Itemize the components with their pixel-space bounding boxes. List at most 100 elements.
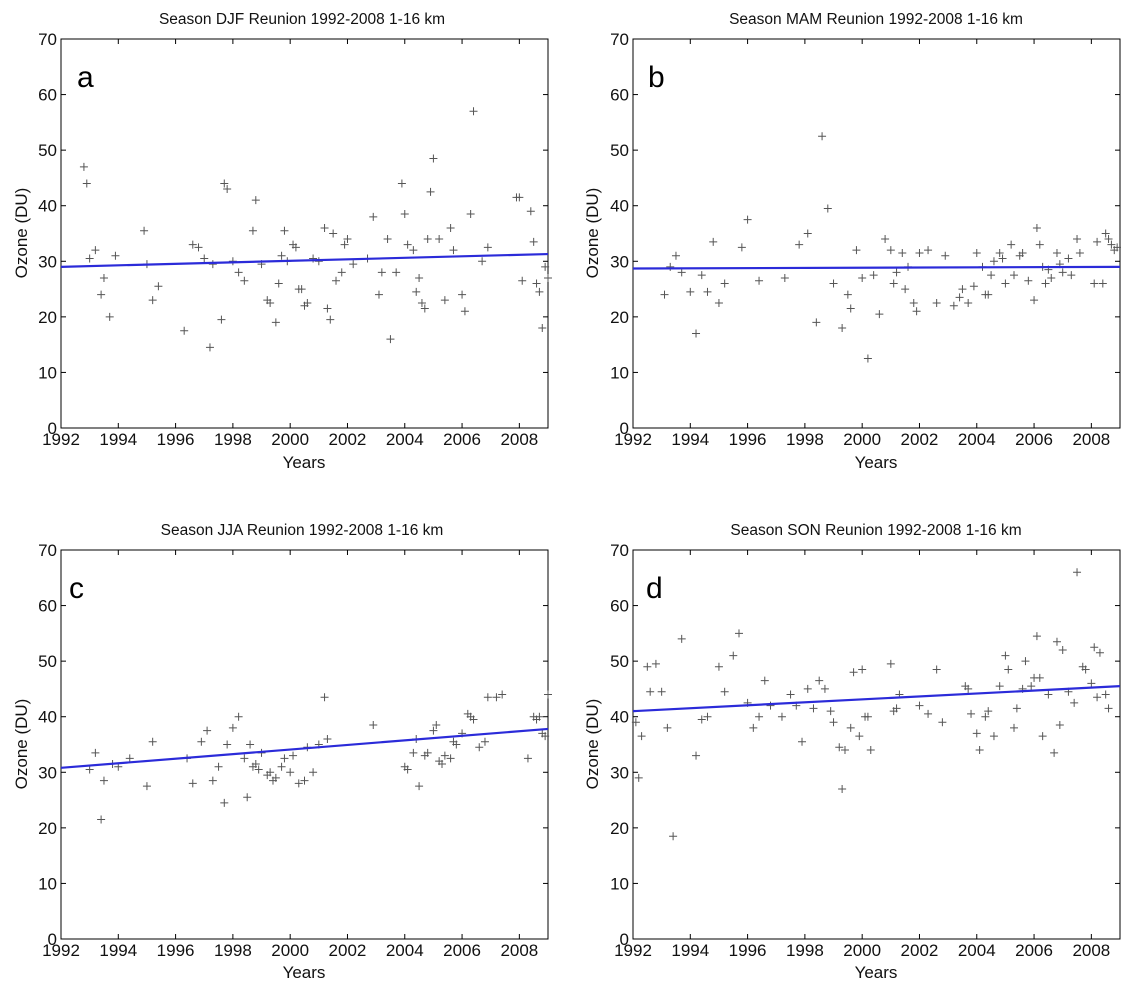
panel-c-title: Season JJA Reunion 1992-2008 1-16 km <box>161 522 444 539</box>
panel-d-y-tick-label: 10 <box>610 874 629 893</box>
panel-c-data-point <box>203 726 212 735</box>
panel-a-data-point <box>478 257 487 266</box>
panel-c-data-point <box>99 776 108 785</box>
panel-c-data-point <box>214 762 223 771</box>
panel-b-data-point <box>909 298 918 307</box>
panel-c-data-point <box>208 776 217 785</box>
panel-c-data-point <box>415 782 424 791</box>
panel-c-data-point <box>289 751 298 760</box>
panel-d-data-point <box>1081 665 1090 674</box>
panel-d-data-point <box>1058 646 1067 655</box>
panel-c-data-point <box>286 768 295 777</box>
panel-c: Season JJA Reunion 1992-2008 1-16 km c Y… <box>12 522 552 982</box>
panel-d-data-point <box>677 634 686 643</box>
panel-c-y-tick-label: 30 <box>38 763 57 782</box>
panel-d-data-point <box>1095 648 1104 657</box>
panel-d-x-tick-label: 1992 <box>614 941 652 960</box>
panel-b-data-point <box>1010 271 1019 280</box>
panel-d: Season SON Reunion 1992-2008 1-16 km d Y… <box>583 522 1121 982</box>
panel-a-x-tick-label: 2006 <box>443 430 481 449</box>
panel-b-title: Season MAM Reunion 1992-2008 1-16 km <box>729 11 1023 28</box>
panel-b-data-point <box>1098 279 1107 288</box>
panel-b-data-point <box>958 285 967 294</box>
panel-b-y-tick-label: 70 <box>610 30 629 49</box>
panel-a-x-tick-label: 1998 <box>214 430 252 449</box>
panel-b-data-point <box>720 279 729 288</box>
panel-a-data-point <box>140 226 149 235</box>
panel-a-data-point <box>111 251 120 260</box>
panel-a-data-point <box>518 276 527 285</box>
panel-c-data-point <box>271 773 280 782</box>
panel-d-data-point <box>924 709 933 718</box>
panel-a-data-point <box>99 273 108 282</box>
panel-b-data-point <box>714 298 723 307</box>
panel-a-data-point <box>349 260 358 269</box>
panel-a-title: Season DJF Reunion 1992-2008 1-16 km <box>159 11 445 28</box>
panel-a-data-point <box>217 315 226 324</box>
panel-b-data-point <box>829 279 838 288</box>
panel-d-data-point <box>786 690 795 699</box>
panel-b-data-point <box>1073 235 1082 244</box>
panel-c-data-point <box>492 693 501 702</box>
panel-c-letter: c <box>69 572 84 605</box>
panel-b-data-point <box>703 287 712 296</box>
panel-a-data-point <box>194 243 203 252</box>
panel-a-data-point <box>409 246 418 255</box>
panel-d-data-point <box>755 712 764 721</box>
panel-b-data-point <box>889 279 898 288</box>
panel-d-data-point <box>1032 632 1041 641</box>
panel-a-x-tick-label: 2000 <box>271 430 309 449</box>
panel-d-y-tick-label: 70 <box>610 541 629 560</box>
panel-c-data-point <box>266 768 275 777</box>
panel-b-data-point <box>852 246 861 255</box>
panel-c-data-point <box>228 723 237 732</box>
panel-c-trend-line <box>60 727 549 769</box>
panel-b-y-tick-label: 10 <box>610 363 629 382</box>
panel-b-y-tick-label: 20 <box>610 308 629 327</box>
panel-a-data-point <box>483 243 492 252</box>
panel-c-data-point <box>197 737 206 746</box>
panel-d-data-point <box>1073 568 1082 577</box>
panel-b-y-tick-label: 60 <box>610 86 629 105</box>
panel-c-x-tick-label: 1994 <box>99 941 137 960</box>
panel-d-data-point <box>938 718 947 727</box>
panel-b-x-tick-label: 1994 <box>671 430 709 449</box>
panel-b-x-tick-label: 2000 <box>843 430 881 449</box>
panel-b-data-point <box>987 271 996 280</box>
panel-b-data-point <box>858 273 867 282</box>
panel-a-data-point <box>97 290 106 299</box>
panel-a-data-point <box>220 179 229 188</box>
panel-d-data-point <box>1093 693 1102 702</box>
panel-d-data-point <box>815 676 824 685</box>
panel-c-data-point <box>541 732 550 741</box>
panel-a-data-point <box>323 304 332 313</box>
panel-d-data-point <box>840 746 849 755</box>
panel-d-data-point <box>972 729 981 738</box>
panel-c-data-point <box>300 776 309 785</box>
panel-a-data-point <box>266 298 275 307</box>
panel-b-trend-line <box>632 265 1121 270</box>
panel-b-data-point <box>1035 240 1044 249</box>
panel-c-data-point <box>254 765 263 774</box>
panel-d-y-tick-label: 30 <box>610 763 629 782</box>
panel-b-data-point <box>1024 276 1033 285</box>
panel-a-data-point <box>532 279 541 288</box>
panel-d-data-point <box>663 723 672 732</box>
panel-d-data-point <box>766 701 775 710</box>
panel-b-x-axis-label: Years <box>855 453 898 472</box>
panel-b-data-point <box>898 248 907 257</box>
panel-b-y-tick-label: 30 <box>610 252 629 271</box>
panel-b-data-point <box>666 262 675 271</box>
panel-b-x-tick-label: 1998 <box>786 430 824 449</box>
panel-a-data-point <box>314 257 323 266</box>
panel-a-data-point <box>79 162 88 171</box>
panel-d-data-point <box>692 751 701 760</box>
panel-a-x-tick-label: 1996 <box>157 430 195 449</box>
panel-d-data-point <box>1001 651 1010 660</box>
panel-d-data-point <box>1101 690 1110 699</box>
panel-c-x-tick-label: 1998 <box>214 941 252 960</box>
panel-a-y-tick-label: 40 <box>38 197 57 216</box>
panel-d-y-tick-label: 40 <box>610 708 629 727</box>
panel-c-data-point <box>320 693 329 702</box>
panel-d-y-tick-label: 50 <box>610 652 629 671</box>
